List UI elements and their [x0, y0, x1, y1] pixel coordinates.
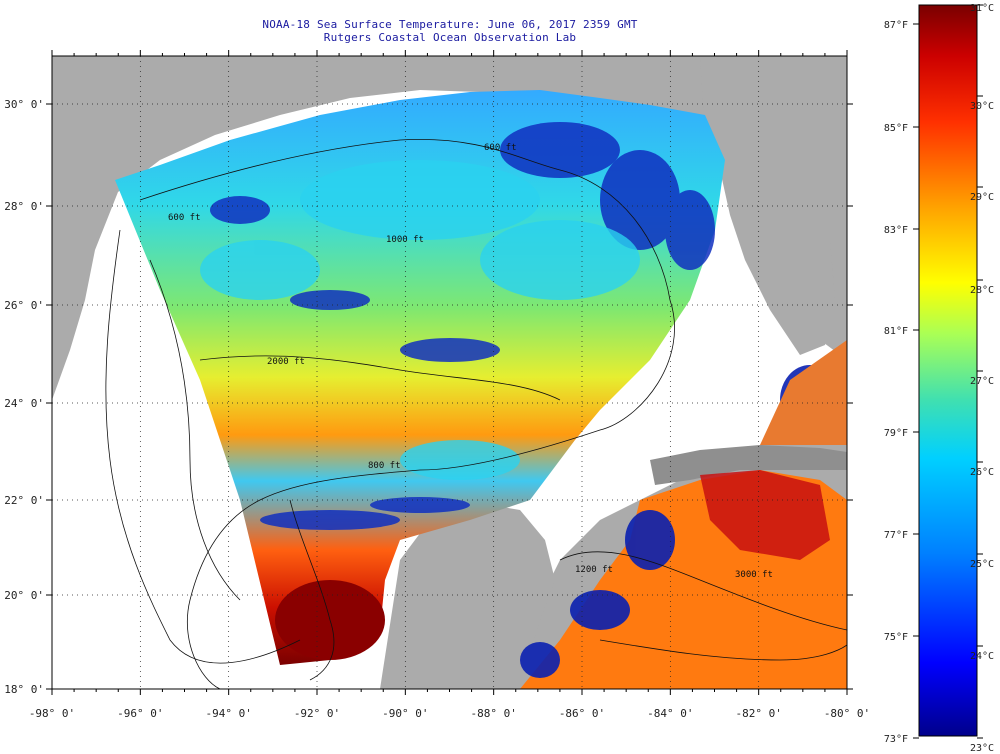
contour-label: 600 ft — [168, 213, 201, 223]
celsius-label: 28°C — [970, 285, 994, 296]
fahrenheit-label: 87°F — [884, 20, 908, 31]
celsius-label: 31°C — [970, 3, 994, 14]
lon-label: -90° 0' — [382, 707, 428, 720]
map-subtitle: Rutgers Coastal Ocean Observation Lab — [323, 31, 577, 44]
yucatan-land — [380, 505, 555, 689]
fahrenheit-label: 77°F — [884, 530, 908, 541]
lat-label: 28° 0' — [4, 200, 44, 213]
lon-label: -82° 0' — [735, 707, 781, 720]
contour-label: 600 ft — [484, 143, 517, 153]
fahrenheit-label: 79°F — [884, 428, 908, 439]
caribbean-red — [700, 470, 830, 560]
contour-label: 3000 ft — [735, 570, 773, 580]
celsius-label: 27°C — [970, 376, 994, 387]
celsius-labels: 31°C 30°C 29°C 28°C 27°C 26°C 25°C 24°C 23°C — [970, 3, 994, 754]
fahrenheit-labels: 87°F 85°F 83°F 81°F 79°F 77°F 75°F 73°F — [884, 20, 908, 745]
lat-label: 24° 0' — [4, 397, 44, 410]
fahrenheit-label: 75°F — [884, 632, 908, 643]
contour-label: 1000 ft — [386, 235, 424, 245]
contour-label: 1200 ft — [575, 565, 613, 575]
lon-label: -84° 0' — [647, 707, 693, 720]
fahrenheit-label: 83°F — [884, 225, 908, 236]
cyan-patches — [200, 160, 640, 480]
contour-label: 800 ft — [368, 461, 401, 471]
lat-label: 18° 0' — [4, 683, 44, 696]
graticule — [52, 56, 847, 689]
fahrenheit-label: 85°F — [884, 123, 908, 134]
atlantic-fragment — [760, 340, 847, 445]
celsius-label: 25°C — [970, 559, 994, 570]
map-title: NOAA-18 Sea Surface Temperature: June 06… — [262, 18, 638, 31]
celsius-label: 24°C — [970, 651, 994, 662]
colorbar-ticks — [913, 4, 983, 739]
fahrenheit-label: 73°F — [884, 734, 908, 745]
lon-label: -80° 0' — [824, 707, 870, 720]
celsius-label: 29°C — [970, 192, 994, 203]
lon-label: -86° 0' — [559, 707, 605, 720]
lon-label: -98° 0' — [29, 707, 75, 720]
cold-patches — [210, 122, 715, 530]
florida-land — [700, 60, 835, 355]
cuba-land — [650, 445, 847, 485]
contour-label: 2000 ft — [267, 357, 305, 367]
lon-label: -96° 0' — [117, 707, 163, 720]
latitude-labels: 30° 0' 28° 0' 26° 0' 24° 0' 22° 0' 20° 0' 18° … — [4, 98, 44, 696]
axis-ticks — [46, 50, 853, 695]
lat-label: 30° 0' — [4, 98, 44, 111]
lat-label: 22° 0' — [4, 494, 44, 507]
lon-label: -92° 0' — [294, 707, 340, 720]
celsius-label: 23°C — [970, 743, 994, 754]
contour-labels: 600 ft 1000 ft 2000 ft 600 ft 800 ft 120… — [168, 143, 773, 580]
bathymetry-contours — [105, 138, 847, 689]
longitude-labels: -98° 0' -96° 0' -94° 0' -92° 0' -90° 0' -88° … — [29, 707, 870, 720]
celsius-label: 26°C — [970, 467, 994, 478]
celsius-label: 30°C — [970, 101, 994, 112]
lat-label: 26° 0' — [4, 299, 44, 312]
fahrenheit-label: 81°F — [884, 326, 908, 337]
lat-label: 20° 0' — [4, 589, 44, 602]
lon-label: -88° 0' — [470, 707, 516, 720]
colorbar — [918, 4, 978, 737]
lon-label: -94° 0' — [205, 707, 251, 720]
